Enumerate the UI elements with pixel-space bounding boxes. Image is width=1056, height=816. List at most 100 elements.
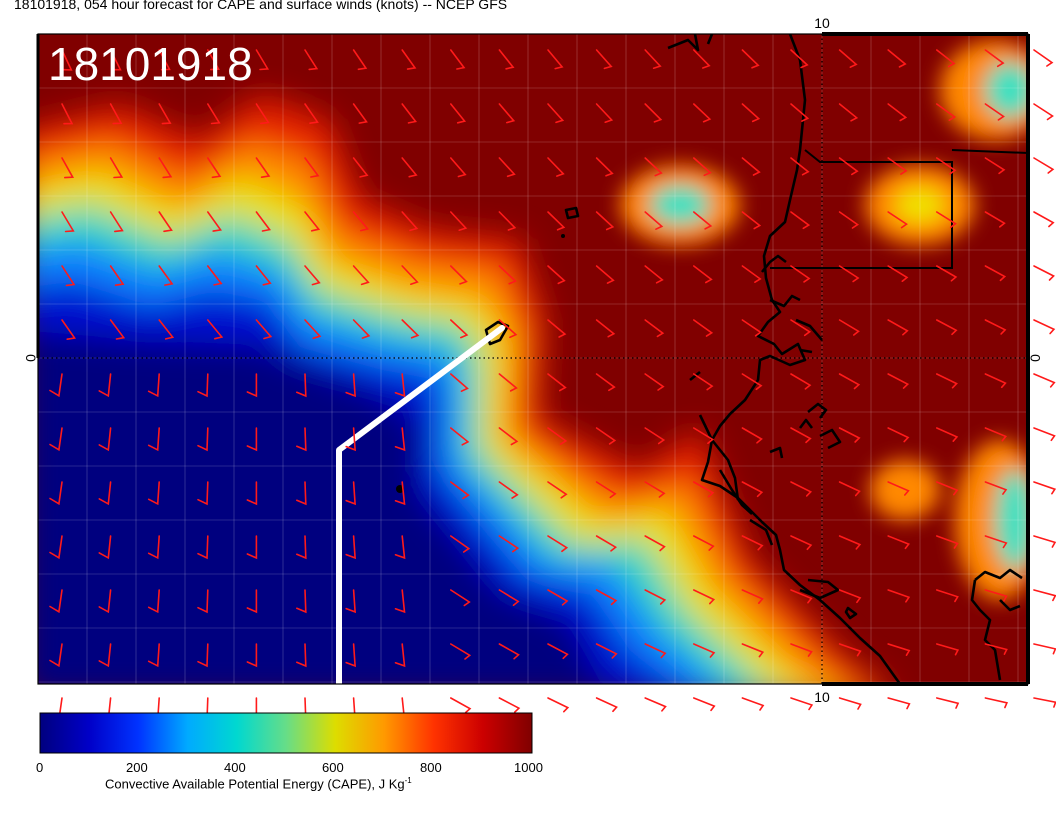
wind-barb	[296, 535, 307, 560]
wind-barb	[255, 319, 273, 340]
colorbar-tick-400: 400	[224, 760, 246, 775]
colorbar-title-exponent: -1	[404, 776, 412, 785]
wind-barb	[547, 49, 564, 70]
wind-barb	[394, 373, 406, 398]
wind-barb	[1033, 49, 1054, 67]
colorbar	[39, 712, 533, 754]
wind-barb	[498, 265, 517, 285]
wind-barb	[49, 535, 63, 560]
wind-barb	[147, 589, 160, 614]
wind-barb	[296, 643, 307, 668]
wind-barb	[207, 157, 222, 179]
wind-barb	[838, 103, 859, 122]
wind-barb	[644, 103, 663, 123]
wind-barb	[547, 481, 568, 499]
colorbar-tick-0: 0	[36, 760, 44, 775]
wind-barb	[936, 373, 958, 389]
wind-barb	[887, 643, 911, 656]
wind-barb	[838, 589, 862, 604]
wind-barb	[547, 373, 567, 392]
wind-barb	[790, 427, 812, 444]
wind-barb	[790, 211, 811, 230]
cape-field	[38, 34, 1028, 684]
wind-barb	[61, 157, 75, 179]
wind-barb	[644, 157, 663, 177]
wind-barb	[984, 319, 1007, 335]
wind-barb	[741, 535, 764, 551]
wind-barb	[61, 211, 75, 233]
wind-barb	[296, 481, 307, 506]
wind-barb	[498, 643, 520, 660]
wind-barb	[345, 427, 356, 452]
colorbar-tick-600: 600	[322, 760, 344, 775]
wind-barb	[98, 427, 112, 452]
wind-barb	[984, 211, 1006, 228]
date-overlay: 18101918	[48, 38, 253, 90]
wind-barb	[790, 373, 812, 390]
wind-barb	[936, 157, 957, 175]
wind-barb	[49, 427, 63, 452]
wind-barb	[790, 49, 809, 69]
wind-barb	[887, 265, 909, 282]
wind-barb	[158, 49, 171, 71]
wind-barb	[147, 373, 160, 398]
wind-barb	[1033, 643, 1056, 655]
wind-barb	[147, 481, 160, 506]
wind-barb	[887, 481, 910, 496]
wind-barb	[838, 481, 861, 497]
wind-barb	[246, 643, 258, 668]
wind-barb	[61, 49, 73, 71]
wind-barb	[1033, 373, 1056, 388]
wind-barb	[255, 49, 270, 71]
wind-barb	[98, 535, 112, 560]
coastline	[484, 34, 1023, 684]
wind-barb	[401, 265, 419, 285]
wind-barb	[741, 427, 763, 444]
wind-barb	[984, 265, 1007, 282]
wind-barb	[352, 49, 368, 71]
wind-barb	[790, 697, 814, 711]
wind-barb	[98, 481, 112, 506]
wind-barb	[838, 49, 858, 68]
wind-barb	[595, 643, 618, 659]
wind-barb	[498, 589, 520, 606]
wind-barb	[197, 535, 209, 560]
wind-barb	[741, 211, 762, 230]
wind-barb	[61, 319, 76, 340]
wind-barb	[1033, 319, 1056, 335]
wind-barb	[304, 103, 319, 124]
wind-barb	[984, 373, 1007, 389]
wind-barb	[401, 211, 419, 232]
wind-barb	[1033, 535, 1056, 548]
wind-barb	[887, 535, 910, 550]
wind-barb	[595, 265, 615, 284]
wind-barb	[595, 319, 616, 338]
wind-barb	[304, 265, 321, 286]
wind-barb	[197, 589, 209, 614]
wind-barb	[450, 697, 472, 714]
wind-barb	[498, 697, 521, 713]
wind-barb	[936, 589, 959, 603]
wind-barb	[790, 481, 813, 497]
wind-barb	[158, 103, 172, 125]
wind-barb	[450, 265, 468, 285]
wind-barb	[109, 211, 124, 233]
wind-barb	[838, 157, 859, 176]
wind-barb	[790, 643, 813, 657]
wind-barb	[693, 589, 716, 605]
wind-barb	[936, 265, 958, 282]
wind-barb	[207, 319, 224, 340]
wind-barb	[498, 535, 520, 553]
wind-barb	[547, 319, 567, 338]
wind-barb	[498, 211, 517, 231]
wind-barb	[401, 103, 418, 124]
wind-barb	[158, 319, 175, 340]
wind-barb	[401, 319, 420, 339]
colorbar-tick-1000: 1000	[514, 760, 543, 775]
wind-barb	[741, 157, 761, 176]
island-dot	[561, 234, 565, 238]
wind-barb	[984, 427, 1007, 442]
wind-barb	[838, 265, 860, 283]
wind-barbs	[49, 49, 1056, 722]
